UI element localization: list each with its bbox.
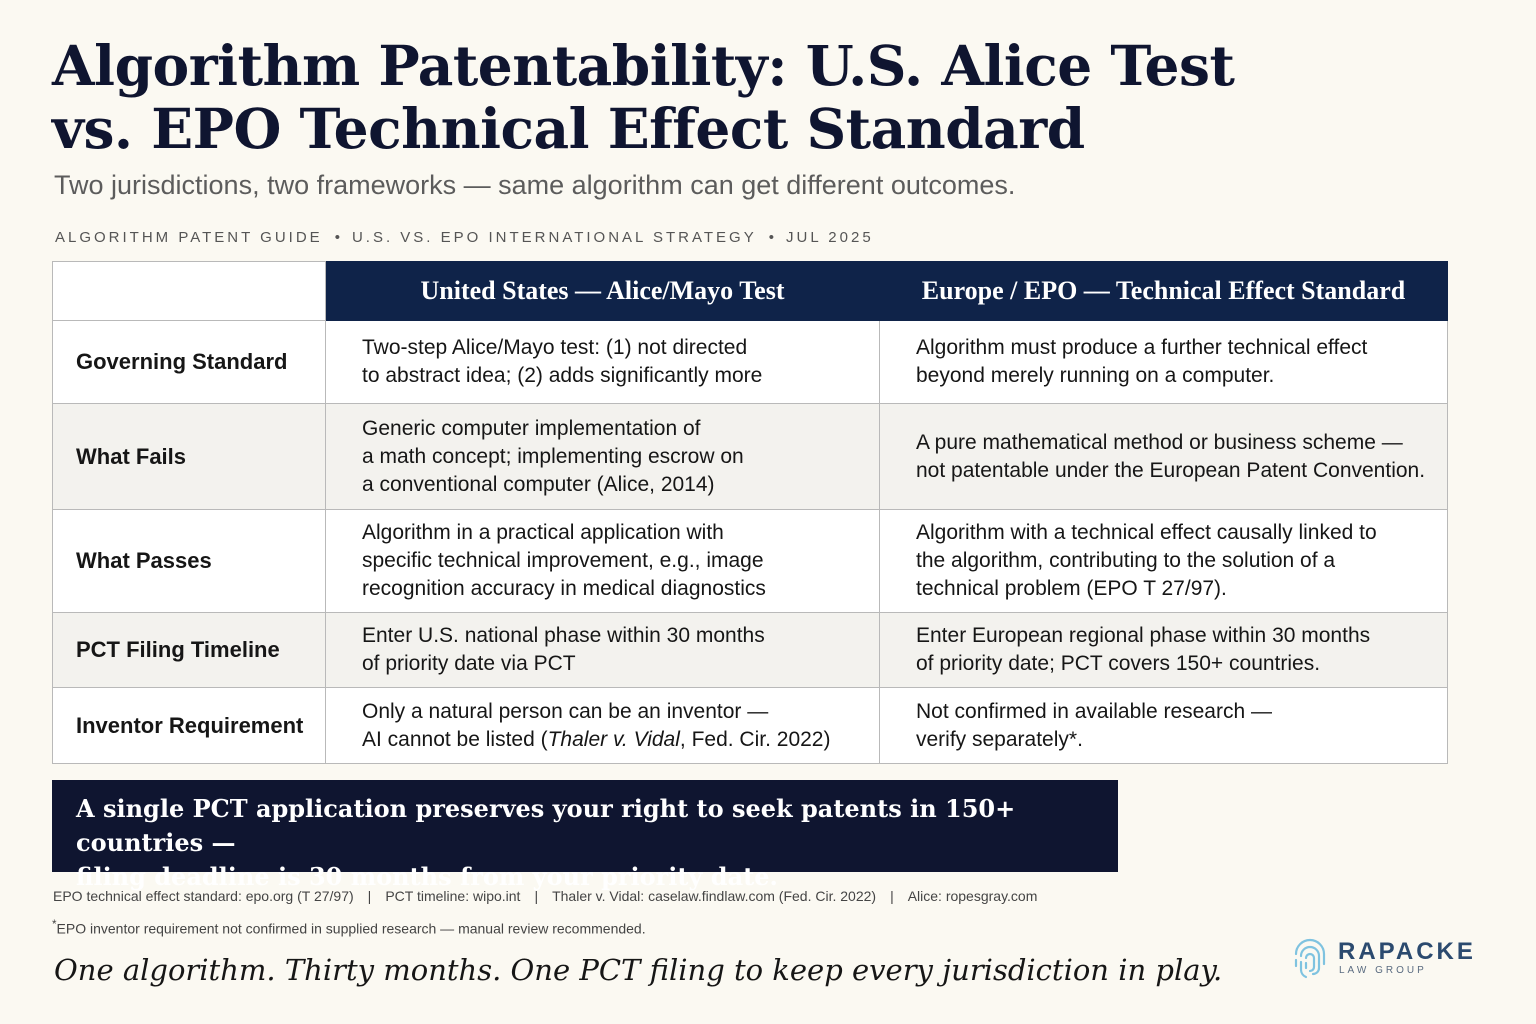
cell-line: A pure mathematical method or business s… — [916, 430, 1403, 454]
epo-cell: Algorithm with a technical effect causal… — [879, 509, 1448, 613]
cell-line: Generic computer implementation of — [362, 416, 701, 440]
cell-line: AI cannot be listed (Thaler v. Vidal, Fe… — [362, 726, 859, 754]
footnote: *EPO inventor requirement not confirmed … — [52, 918, 646, 937]
cell-line: a conventional computer (Alice, 2014) — [362, 472, 715, 496]
cell-line: recognition accuracy in medical diagnost… — [362, 577, 766, 600]
cell-line: to abstract idea; (2) adds significantly… — [362, 364, 763, 387]
sources-line: EPO technical effect standard: epo.org (… — [53, 888, 1037, 904]
subtitle: Two jurisdictions, two frameworks — same… — [54, 170, 1016, 200]
column-header-epo: Europe / EPO — Technical Effect Standard — [879, 261, 1448, 321]
cell-line: verify separately*. — [916, 727, 1083, 751]
cell-line: of priority date via PCT — [362, 652, 576, 675]
meta-separator: • — [334, 229, 340, 246]
epo-cell: A pure mathematical method or business s… — [879, 403, 1448, 510]
comparison-table: United States — Alice/Mayo Test Europe /… — [52, 261, 1448, 764]
us-cell: Only a natural person can be an inventor… — [325, 687, 880, 764]
epo-cell: Enter European regional phase within 30 … — [879, 612, 1448, 688]
meta-line: ALGORITHM PATENT GUIDE • U.S. VS. EPO INTE… — [55, 229, 874, 246]
us-cell: Generic computer implementation of a mat… — [325, 403, 880, 510]
source-pct: PCT timeline: wipo.int — [385, 888, 521, 904]
cell-line: Algorithm must produce a further technic… — [916, 336, 1368, 359]
company-logo: RAPACKE LAW GROUP — [1290, 934, 1490, 984]
table-row: PCT Filing Timeline Enter U.S. national … — [52, 612, 1448, 688]
row-label: What Fails — [52, 403, 326, 510]
cell-line: Algorithm with a technical effect causal… — [916, 521, 1377, 544]
cell-line: of priority date; PCT covers 150+ countr… — [916, 652, 1321, 675]
us-cell: Two-step Alice/Mayo test: (1) not direct… — [325, 320, 880, 404]
epo-cell: Not confirmed in available research — ve… — [879, 687, 1448, 764]
meta-guide: ALGORITHM PATENT GUIDE — [55, 229, 323, 246]
source-alice: Alice: ropesgray.com — [907, 888, 1038, 904]
cell-line: beyond merely running on a computer. — [916, 364, 1275, 387]
logo-sub: LAW GROUP — [1339, 965, 1427, 976]
epo-cell: Algorithm must produce a further technic… — [879, 320, 1448, 404]
case-suffix: , Fed. Cir. 2022) — [679, 727, 831, 751]
banner-line-2: filing deadline is 30 months from your p… — [76, 862, 778, 891]
cell-line: Enter U.S. national phase within 30 mont… — [362, 624, 765, 647]
us-cell: Enter U.S. national phase within 30 mont… — [325, 612, 880, 688]
cell-line: a math concept; implementing escrow on — [362, 444, 744, 468]
cell-line: Not confirmed in available research — — [916, 699, 1272, 723]
fingerprint-icon — [1294, 938, 1326, 979]
cell-line: Algorithm in a practical application wit… — [362, 521, 724, 544]
table-row: Governing Standard Two-step Alice/Mayo t… — [52, 320, 1448, 404]
source-separator: | — [534, 888, 539, 904]
table-header-row: United States — Alice/Mayo Test Europe /… — [52, 261, 1448, 321]
table-row: What Fails Generic computer implementati… — [52, 403, 1448, 510]
cell-line: specific technical improvement, e.g., im… — [362, 549, 764, 572]
source-separator: | — [367, 888, 372, 904]
cell-line: Two-step Alice/Mayo test: (1) not direct… — [362, 336, 748, 359]
cell-line: Only a natural person can be an inventor… — [362, 699, 769, 723]
source-separator: | — [890, 888, 894, 904]
row-label: Inventor Requirement — [52, 687, 326, 764]
footnote-text: EPO inventor requirement not confirmed i… — [56, 920, 646, 937]
table-row: Inventor Requirement Only a natural pers… — [52, 687, 1448, 764]
meta-separator: • — [768, 229, 774, 246]
meta-strategy: U.S. VS. EPO INTERNATIONAL STRATEGY — [351, 229, 757, 246]
case-name: Thaler v. Vidal — [547, 727, 680, 751]
tagline: One algorithm. Thirty months. One PCT fi… — [54, 953, 1223, 987]
callout-banner: A single PCT application preserves your … — [52, 780, 1118, 891]
footnote-mark: * — [52, 918, 57, 931]
cell-line: Enter European regional phase within 30 … — [916, 624, 1371, 647]
header-corner — [52, 261, 326, 321]
row-label: PCT Filing Timeline — [52, 612, 326, 688]
row-label: Governing Standard — [52, 320, 326, 404]
cell-line: the algorithm, contributing to the solut… — [916, 549, 1336, 572]
case-prefix: AI cannot be listed ( — [362, 727, 548, 751]
logo-name: RAPACKE — [1338, 938, 1476, 965]
cell-line: not patentable under the European Patent… — [916, 458, 1426, 482]
banner-line-1: A single PCT application preserves your … — [76, 794, 1016, 857]
page-title: Algorithm Patentability: U.S. Alice Test… — [52, 34, 1252, 160]
title-line-2: vs. EPO Technical Effect Standard — [52, 96, 1085, 161]
meta-date: JUL 2025 — [786, 229, 874, 246]
source-epo: EPO technical effect standard: epo.org (… — [53, 888, 354, 904]
source-thaler: Thaler v. Vidal: caselaw.findlaw.com (Fe… — [552, 888, 877, 904]
us-cell: Algorithm in a practical application wit… — [325, 509, 880, 613]
column-header-us: United States — Alice/Mayo Test — [325, 261, 880, 321]
table-row: What Passes Algorithm in a practical app… — [52, 509, 1448, 613]
title-line-1: Algorithm Patentability: U.S. Alice Test — [52, 33, 1235, 98]
cell-line: technical problem (EPO T 27/97). — [916, 577, 1227, 600]
row-label: What Passes — [52, 509, 326, 613]
